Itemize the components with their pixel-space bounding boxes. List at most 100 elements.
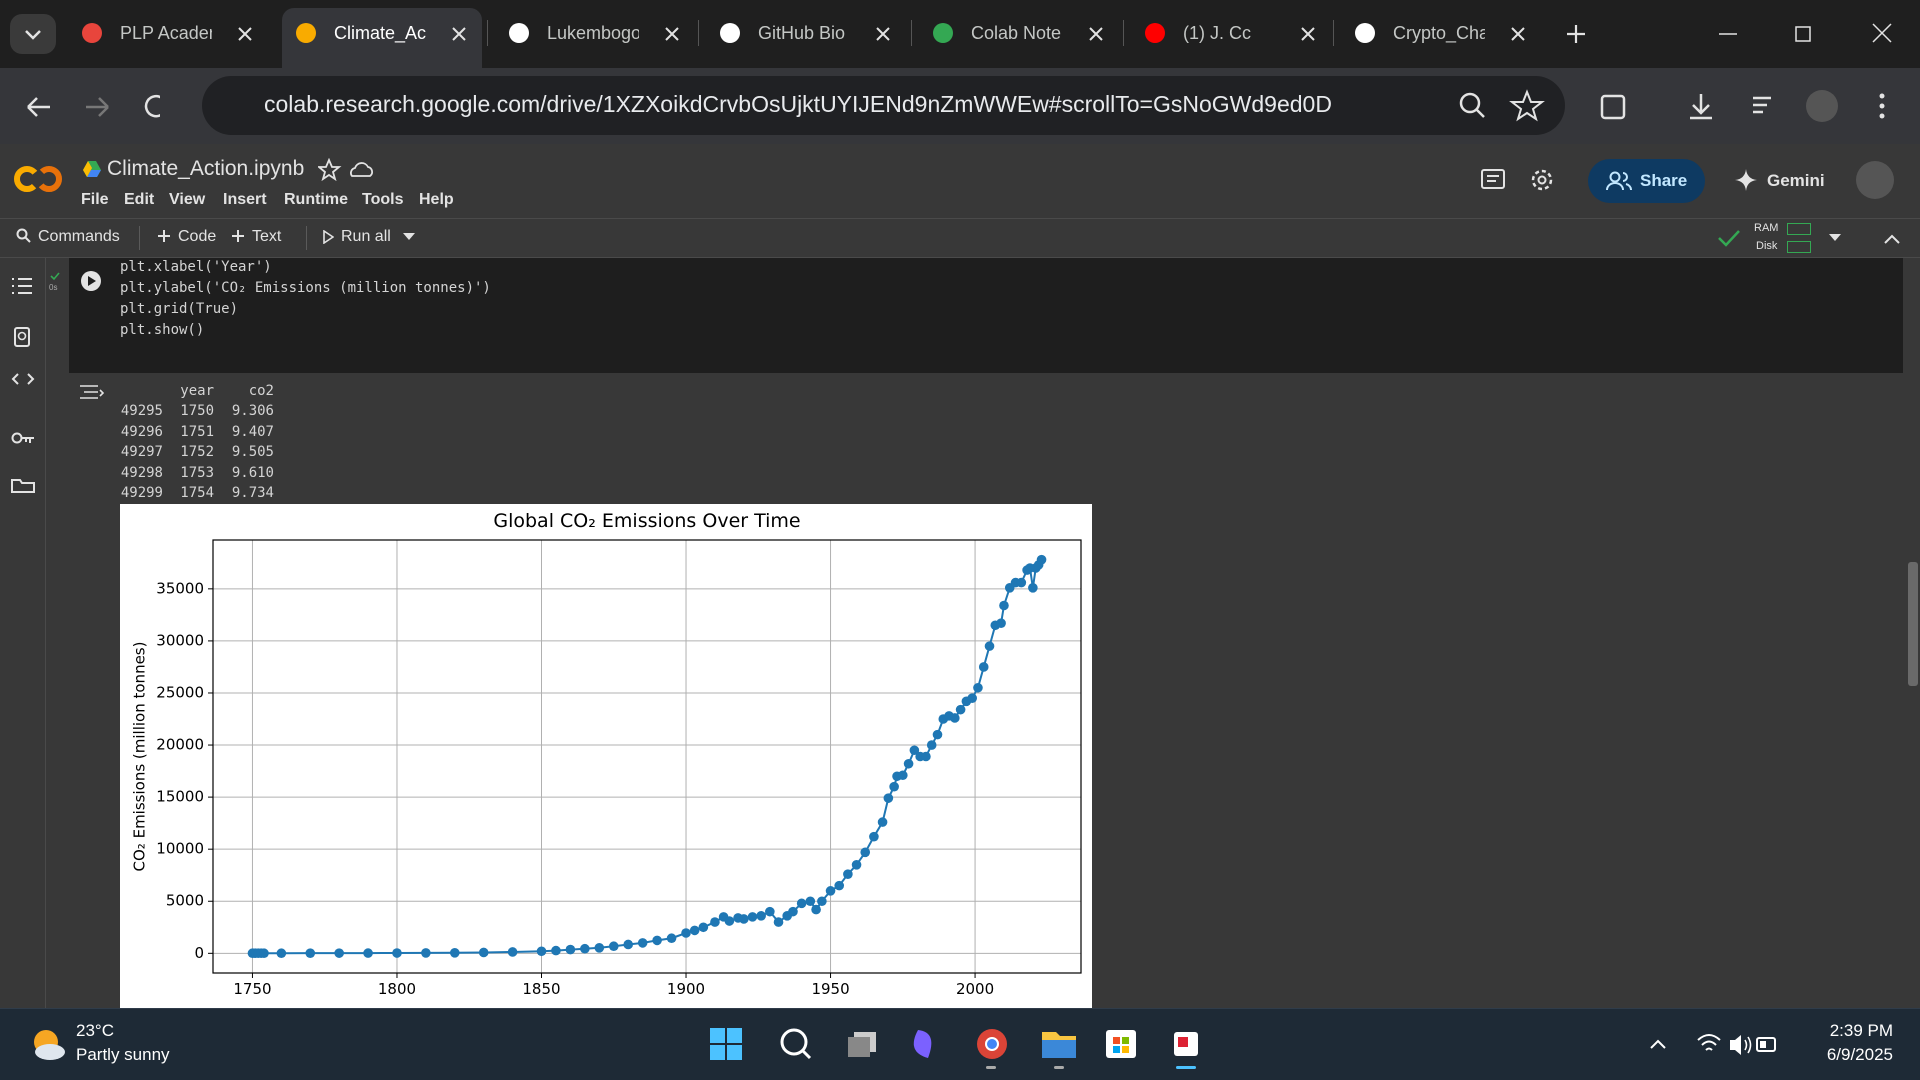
system-tray[interactable] (1648, 1030, 1778, 1060)
tab-close[interactable] (1300, 26, 1316, 42)
run-all-button[interactable]: Run all (341, 228, 391, 245)
exec-time: 0s (49, 283, 58, 292)
code-cell[interactable] (69, 258, 1903, 373)
separator (139, 226, 140, 250)
code-line[interactable]: plt.ylabel('CO₂ Emissions (million tonne… (120, 280, 491, 296)
y-axis-label: CO₂ Emissions (million tonnes) (131, 642, 149, 872)
data-point (594, 942, 605, 953)
tab-close[interactable] (1088, 26, 1104, 42)
plus-icon (158, 230, 170, 242)
y-tick-label: 10000 (156, 840, 204, 858)
disk-label: Disk (1756, 240, 1778, 252)
output-toggle-icon[interactable] (78, 382, 106, 404)
account-avatar[interactable] (1856, 161, 1894, 199)
temperature[interactable]: 23°C (76, 1021, 114, 1040)
weather-text[interactable]: Partly sunny (76, 1045, 170, 1064)
data-point (788, 906, 798, 917)
add-text-button[interactable]: Text (252, 228, 282, 245)
data-point (869, 831, 879, 842)
data-point (796, 898, 807, 909)
y-tick-label: 5000 (166, 892, 204, 910)
menu-item[interactable]: Insert (223, 191, 267, 208)
tab-search-button[interactable] (10, 14, 56, 54)
tab-close[interactable] (451, 26, 467, 42)
menu-item[interactable]: View (169, 191, 206, 208)
favicon-shape (509, 23, 529, 43)
clock-time[interactable]: 2:39 PM (1829, 1021, 1893, 1040)
x-tick-label: 1900 (667, 980, 705, 998)
window-controls[interactable] (1715, 20, 1895, 50)
url-text[interactable]: colab.research.google.com/drive/1XZXoikd… (264, 91, 1332, 117)
restore (1795, 26, 1811, 42)
taskbar (0, 1008, 1920, 1080)
data-point (536, 946, 547, 957)
data-point (580, 943, 590, 954)
ram-label: RAM (1754, 222, 1779, 234)
data-point (449, 947, 460, 958)
y-tick-label: 25000 (156, 683, 204, 701)
colab-logo[interactable] (14, 162, 64, 196)
connected-check (1718, 230, 1740, 247)
code-line[interactable]: plt.xlabel('Year') (120, 259, 272, 275)
data-point (363, 948, 373, 958)
favicon-shape (82, 23, 102, 43)
menu-item[interactable]: Help (419, 191, 454, 208)
favicon-shape (720, 23, 740, 43)
code-line[interactable]: plt.show() (120, 322, 205, 338)
add-code-button[interactable]: Code (178, 228, 217, 245)
favicon-shape (933, 23, 953, 43)
close (1872, 23, 1892, 43)
menu-item[interactable]: File (81, 191, 109, 208)
favicon-shape (296, 23, 316, 43)
code-line[interactable]: plt.grid(True) (120, 301, 239, 317)
close-glyph (238, 27, 252, 41)
tab-close[interactable] (237, 26, 253, 42)
data-point (666, 933, 677, 944)
tab-separator (911, 20, 912, 46)
gemini-button[interactable]: Gemini (1767, 171, 1825, 190)
disk-meter (1787, 241, 1811, 253)
tab-separator (487, 20, 488, 46)
data-point (903, 758, 914, 769)
data-point (932, 729, 943, 740)
new-tab-button[interactable] (1566, 24, 1586, 44)
search-icon (16, 228, 31, 243)
menu-item[interactable]: Runtime (284, 191, 348, 208)
tab-title[interactable]: (1) J. Cc (1183, 23, 1252, 43)
data-point (851, 860, 862, 870)
data-point (955, 704, 966, 715)
tab-close[interactable] (1510, 26, 1526, 42)
tab-close[interactable] (875, 26, 891, 42)
menu-item[interactable]: Edit (124, 191, 155, 208)
clock-date[interactable]: 6/9/2025 (1826, 1045, 1893, 1064)
tab-favicon (720, 23, 740, 43)
menu-item[interactable]: Tools (362, 191, 404, 208)
table-cell: 9.306 (231, 403, 274, 420)
tab-title[interactable]: Crypto_Cha (1393, 23, 1485, 43)
data-point (817, 896, 827, 907)
header-icons (1481, 169, 1553, 191)
tab-title[interactable]: PLP Acaden (120, 23, 212, 43)
data-point (478, 947, 489, 958)
tab-title[interactable]: Colab Note (971, 23, 1062, 43)
table-cell: 49298 (120, 464, 163, 481)
tab-close[interactable] (664, 26, 680, 42)
data-point (909, 745, 920, 756)
taskbar-apps[interactable] (706, 1022, 1216, 1072)
side-rail-icons (11, 278, 35, 493)
share-label[interactable]: Share (1640, 171, 1688, 190)
active-tab[interactable] (282, 8, 482, 68)
close-glyph (1511, 27, 1525, 41)
tab-title[interactable]: Lukembogo (547, 23, 639, 43)
share-button[interactable]: Share (1588, 159, 1705, 203)
data-point (898, 770, 908, 781)
tab-title[interactable]: GitHub Bio (758, 23, 846, 43)
tab-title[interactable]: Climate_Act (334, 23, 426, 43)
commands-button[interactable]: Commands (38, 228, 120, 245)
data-point (765, 906, 775, 917)
notebook-title[interactable]: Climate_Action.ipynb (107, 157, 305, 180)
scrollbar-thumb[interactable] (1908, 562, 1918, 686)
y-tick-label: 15000 (156, 788, 204, 806)
data-point (883, 793, 894, 803)
address-bar[interactable] (202, 76, 1565, 135)
